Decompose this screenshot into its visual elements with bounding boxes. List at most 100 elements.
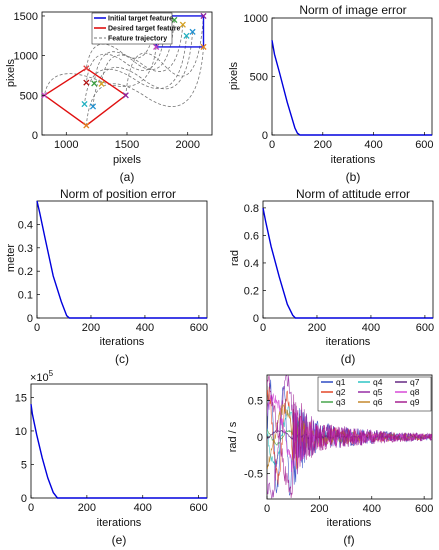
xtick-label-2-2: 400: [136, 322, 154, 334]
ytick-label-5-2: 0.5: [248, 396, 263, 408]
marker-5-b: [183, 32, 190, 39]
xtick-label-4-2: 400: [134, 502, 152, 514]
ytick-label-4-0: 0: [21, 493, 27, 505]
xtick-label-0-2: 2000: [175, 139, 199, 151]
legend-label-f-2: q3: [336, 397, 346, 407]
panel-label-d: (d): [341, 352, 356, 366]
panel-label-b: (b): [346, 170, 361, 184]
marker-4-b: [189, 28, 196, 35]
ylabel-a: pixels: [5, 58, 17, 87]
xtick-label-0-0: 1000: [54, 139, 78, 151]
ytick-label-3-2: 0.4: [244, 258, 259, 270]
trajectory-7: [44, 46, 157, 96]
ytick-label-2-2: 0.2: [18, 266, 33, 278]
xtick-label-4-0: 0: [28, 502, 34, 514]
xlabel-e: iterations: [97, 517, 142, 529]
xtick-label-4-1: 200: [78, 502, 96, 514]
plot-area-d: [262, 200, 434, 319]
xtick-label-5-2: 400: [363, 503, 381, 515]
xtick-label-2-1: 200: [82, 322, 100, 334]
xtick-label-2-3: 600: [190, 322, 208, 334]
ytick-label-4-1: 5: [21, 459, 27, 471]
ytick-label-1-0: 0: [262, 130, 268, 142]
panel-e: ×105 iterations (e): [30, 369, 208, 547]
series-line-3-0: [262, 207, 433, 319]
marker-3-b: [179, 21, 186, 28]
series-line-5-8: [267, 375, 432, 499]
xtick-label-0-1: 1500: [115, 139, 139, 151]
marker-12-b: [98, 80, 105, 87]
ytick-label-4-2: 10: [15, 426, 27, 438]
legend-label-f-5: q6: [373, 397, 383, 407]
legend-label-trajectory: Feature trajectory: [108, 36, 167, 43]
series-group-f: [267, 375, 432, 499]
title-c: Norm of position error: [60, 187, 176, 201]
panel-label-f: (f): [343, 533, 354, 547]
xtick-label-3-3: 600: [416, 322, 434, 334]
panel-label-c: (c): [115, 352, 129, 366]
ytick-label-2-4: 0.4: [18, 219, 33, 231]
legend-label-f-8: q9: [410, 397, 420, 407]
panel-a: Initial target feature Desired target fe…: [5, 11, 213, 184]
trajectory-8: [85, 46, 204, 126]
trajectory-3: [101, 24, 184, 84]
panel-b: Norm of image error iterations pixels (b…: [228, 3, 433, 184]
marker-15-b: [122, 92, 129, 99]
xtick-label-2-0: 0: [34, 322, 40, 334]
panel-c: Norm of position error iterations meter …: [5, 187, 208, 366]
legend-box-f: [317, 376, 432, 412]
marker-7-b: [153, 43, 160, 50]
marker-14-b: [81, 100, 88, 108]
ytick-label-3-1: 0.2: [244, 285, 259, 297]
xtick-label-1-1: 200: [314, 139, 332, 151]
ytick-label-4-3: 15: [15, 392, 27, 404]
xtick-label-3-1: 200: [308, 322, 326, 334]
marker-6-b: [200, 12, 207, 20]
ylabel-f: rad / s: [227, 421, 239, 452]
legend-label-f-6: q7: [410, 377, 420, 387]
ytick-label-5-1: 0: [257, 432, 263, 444]
legend-label-f-7: q8: [410, 387, 420, 397]
series-line-2-0: [36, 200, 207, 319]
title-d: Norm of attitude error: [296, 187, 410, 201]
ytick-label-2-0: 0: [27, 313, 33, 325]
xlabel-d: iterations: [326, 336, 371, 348]
exponent-label-e: ×105: [30, 369, 54, 384]
series-line-4-0: [30, 404, 207, 499]
marker-8-b: [200, 43, 207, 50]
trajectory-1: [85, 23, 167, 83]
q-series-plot: [267, 375, 432, 499]
xtick-label-3-0: 0: [260, 322, 266, 334]
plot-area-c: [36, 200, 208, 319]
xlabel-c: iterations: [100, 336, 145, 348]
marker-13-b: [89, 103, 97, 110]
ytick-label-2-3: 0.3: [18, 243, 33, 255]
xtick-label-1-3: 600: [415, 139, 433, 151]
legend-label-f-1: q2: [336, 387, 346, 397]
ytick-label-2-1: 0.1: [18, 290, 33, 302]
series-line-1-0: [271, 40, 432, 136]
ytick-label-5-0: -0.5: [244, 468, 263, 480]
ytick-label-3-0: 0: [253, 313, 259, 325]
xtick-label-3-2: 400: [362, 322, 380, 334]
xtick-label-1-2: 400: [364, 139, 382, 151]
ytick-label-1-1: 500: [250, 72, 268, 84]
xlabel-f: iterations: [327, 517, 372, 529]
marker-17-b: [83, 122, 90, 129]
plot-area-b: [271, 17, 433, 136]
panel-label-a: (a): [120, 170, 135, 184]
title-b: Norm of image error: [299, 3, 406, 17]
marker-11-b: [91, 80, 98, 87]
xtick-label-4-3: 600: [189, 502, 207, 514]
legend-label-f-3: q4: [373, 377, 383, 387]
xlabel-b: iterations: [331, 154, 376, 166]
xtick-label-5-3: 600: [415, 503, 433, 515]
ylabel-c: meter: [5, 244, 17, 272]
ytick-label-3-3: 0.6: [244, 230, 259, 242]
trajectory-6: [125, 15, 204, 96]
xtick-label-5-0: 0: [264, 503, 270, 515]
